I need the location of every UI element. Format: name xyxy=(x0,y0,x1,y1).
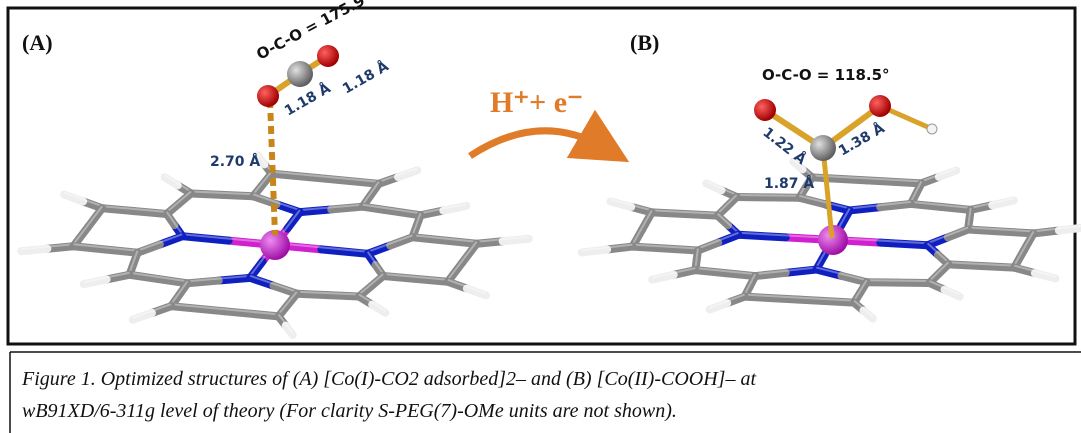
bond xyxy=(297,294,328,295)
page: (A) O-C-O = 175.9° 1.18 Å 1.18 Å 2.70 Å … xyxy=(0,0,1081,433)
bond xyxy=(88,208,102,227)
bond xyxy=(179,193,191,203)
carbon-atom xyxy=(810,135,836,161)
reaction-text: H⁺+ e⁻ xyxy=(490,86,583,119)
carbon-atom xyxy=(287,61,313,87)
molecule-b xyxy=(582,159,1081,318)
bond-highlight xyxy=(633,210,652,244)
caption-line: Figure 1. Optimized structures of (A) [C… xyxy=(21,368,756,390)
bond-label: 1.18 Å xyxy=(282,80,334,120)
oxygen-atom xyxy=(754,99,776,121)
bond-label: 1.22 Å xyxy=(760,124,810,168)
figure: (A) O-C-O = 175.9° 1.18 Å 1.18 Å 2.70 Å … xyxy=(0,0,1081,433)
bond-label: 1.18 Å xyxy=(340,58,392,98)
distance-label: 1.87 Å xyxy=(764,175,814,192)
angle-label: O-C-O = 175.9° xyxy=(253,0,374,64)
bond-highlight xyxy=(867,280,930,281)
panel-label: (A) xyxy=(22,30,53,55)
hydrogen-atom xyxy=(927,124,937,134)
bond xyxy=(287,212,299,228)
bond-highlight xyxy=(448,242,477,280)
interaction-dash xyxy=(270,100,275,235)
angle-label: O-C-O = 118.5° xyxy=(762,66,890,84)
reaction-arrow xyxy=(470,131,605,156)
oxygen-atom xyxy=(869,95,891,117)
bond xyxy=(167,214,175,225)
bond xyxy=(191,193,222,194)
bond xyxy=(222,195,253,196)
oxygen-atom xyxy=(257,85,279,107)
bond xyxy=(823,148,832,238)
distance-label: 2.70 Å xyxy=(210,153,260,170)
bond xyxy=(328,295,359,296)
oxygen-atom xyxy=(317,45,339,67)
panel-label: (B) xyxy=(630,30,659,55)
bond-highlight xyxy=(73,206,102,244)
bond-label: 1.38 Å xyxy=(836,120,888,160)
bond-highlight xyxy=(737,195,800,196)
caption-line: wB91XD/6-311g level of theory (For clari… xyxy=(22,400,677,422)
